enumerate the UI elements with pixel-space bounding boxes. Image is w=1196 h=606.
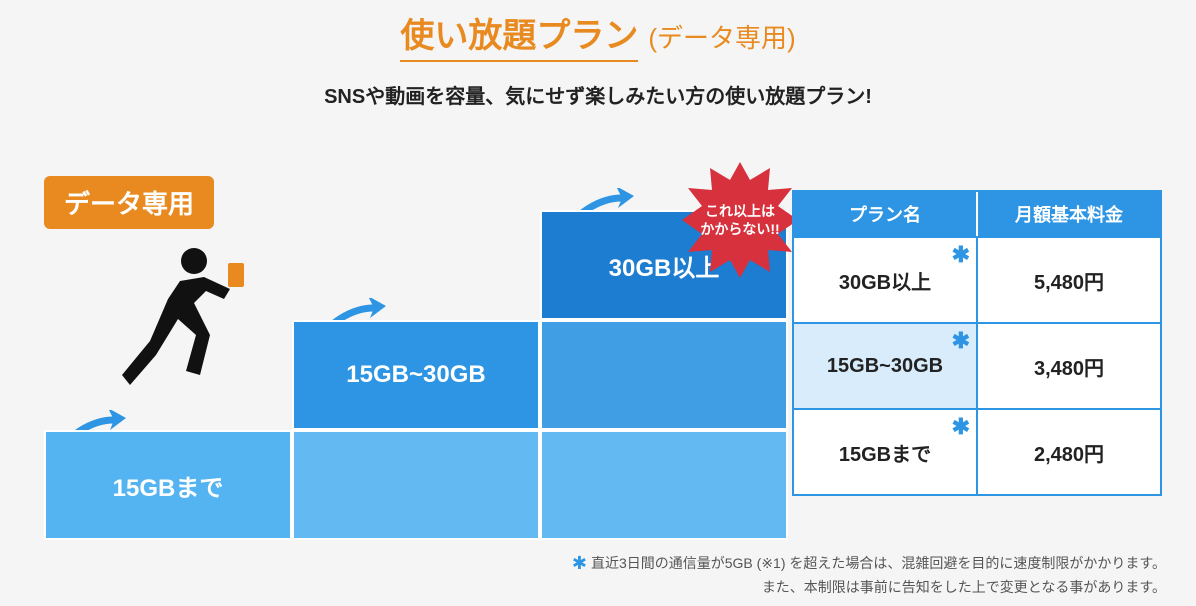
step-label: 15GB~30GB [294,322,538,428]
footnote-line2: また、本制限は事前に告知をした上で変更となる事があります。 [762,579,1166,595]
step-fill [292,430,540,540]
burst-line1: これ以上は [705,203,775,219]
title-main: 使い放題プラン [400,8,638,62]
cell-plan: 30GB以上✱ [794,238,978,322]
footnote: ✱直近3日間の通信量が5GB (※1) を超えた場合は、混雑回避を目的に速度制限… [572,550,1166,598]
footnote-line1: 直近3日間の通信量が5GB (※1) を超えた場合は、混雑回避を目的に速度制限が… [591,555,1166,571]
step-chart: 30GB以上 15GB~30GB 15GBまで [44,210,788,540]
asterisk-icon: ✱ [952,414,970,440]
table-row: 15GB~30GB✱ 3,480円 [794,322,1160,408]
cell-price: 3,480円 [978,324,1160,408]
step-15gb: 15GBまで [44,430,292,540]
header-price: 月額基本料金 [978,192,1160,236]
cell-plan: 15GBまで✱ [794,410,978,494]
cell-price: 5,480円 [978,238,1160,322]
asterisk-icon: ✱ [952,242,970,268]
step-fill [540,320,788,430]
subtitle: SNSや動画を容量、気にせず楽しみたい方の使い放題プラン! [0,80,1196,109]
step-15-30gb: 15GB~30GB [292,320,540,430]
cell-price: 2,480円 [978,410,1160,494]
table-header-row: プラン名 月額基本料金 [794,192,1160,236]
asterisk-icon: ✱ [952,328,970,354]
cell-plan: 15GB~30GB✱ [794,324,978,408]
title-row: 使い放題プラン (データ専用) [0,0,1196,62]
title-sub: (データ専用) [648,18,795,55]
table-row: 15GBまで✱ 2,480円 [794,408,1160,494]
table-row: 30GB以上✱ 5,480円 [794,236,1160,322]
asterisk-icon: ✱ [572,553,587,573]
burst-line2: かからない!! [700,221,779,237]
price-cap-starburst: これ以上はかからない!! [680,160,800,280]
step-fill [540,430,788,540]
price-table: プラン名 月額基本料金 30GB以上✱ 5,480円 15GB~30GB✱ 3,… [792,190,1162,496]
infographic-stage: データ専用 30GB以上 15GB~30GB 15GBまで これ以上はかからない… [0,160,1196,540]
step-label: 15GBまで [46,432,290,538]
header-plan: プラン名 [794,192,978,236]
